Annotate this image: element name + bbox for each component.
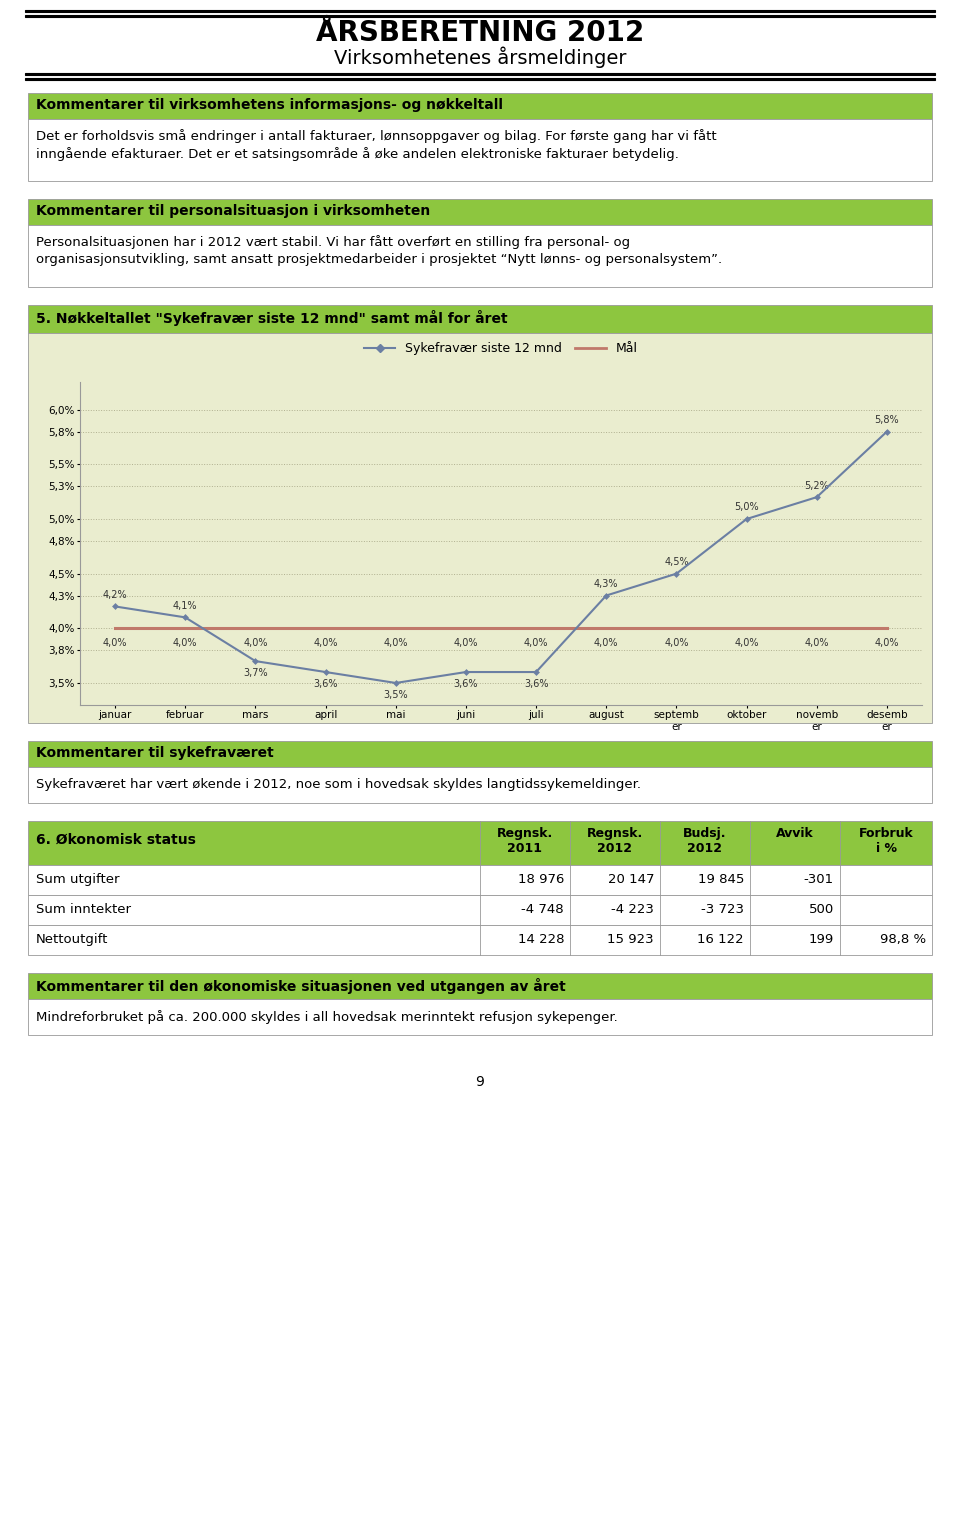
Bar [28, 198, 932, 226]
Bar [25, 77, 935, 80]
Text: 4,1%: 4,1% [173, 601, 198, 611]
Text: 5,8%: 5,8% [875, 415, 900, 426]
Text: 3,6%: 3,6% [313, 679, 338, 689]
Text: Kommentarer til personalsituasjon i virksomheten: Kommentarer til personalsituasjon i virk… [36, 205, 430, 218]
Text: Sykefraværet har vært økende i 2012, noe som i hovedsak skyldes langtidssykemeld: Sykefraværet har vært økende i 2012, noe… [36, 779, 641, 791]
Text: inngående efakturaer. Det er et satsingsområde å øke andelen elektroniske faktur: inngående efakturaer. Det er et satsings… [36, 147, 679, 161]
Text: Sum utgifter: Sum utgifter [36, 873, 119, 886]
Text: Det er forholdsvis små endringer i antall fakturaer, lønnsoppgaver og bilag. For: Det er forholdsvis små endringer i antal… [36, 129, 716, 142]
Text: 5. Nøkkeltallet "Sykefravær siste 12 mnd" samt mål for året: 5. Nøkkeltallet "Sykefravær siste 12 mnd… [36, 311, 508, 326]
Text: Budsj.
2012: Budsj. 2012 [684, 827, 727, 854]
Text: 4,0%: 4,0% [173, 638, 198, 648]
Bar [28, 741, 932, 767]
Bar [28, 92, 932, 120]
Text: -4 223: -4 223 [612, 903, 654, 917]
Text: Kommentarer til den økonomiske situasjonen ved utgangen av året: Kommentarer til den økonomiske situasjon… [36, 979, 565, 994]
Legend: Sykefravær siste 12 mnd, Mål: Sykefravær siste 12 mnd, Mål [359, 336, 643, 361]
Bar [28, 998, 932, 1035]
Text: 5,0%: 5,0% [734, 503, 759, 512]
Bar [25, 11, 935, 12]
Bar [28, 333, 932, 723]
Text: Mindreforbruket på ca. 200.000 skyldes i all hovedsak merinntekt refusjon sykepe: Mindreforbruket på ca. 200.000 skyldes i… [36, 1011, 617, 1024]
Text: -301: -301 [804, 873, 834, 886]
Text: 6. Økonomisk status: 6. Økonomisk status [36, 833, 196, 847]
Text: 4,0%: 4,0% [243, 638, 268, 648]
Text: 199: 199 [808, 933, 834, 945]
Text: 20 147: 20 147 [608, 873, 654, 886]
Text: Personalsituasjonen har i 2012 vært stabil. Vi har fått overført en stilling fra: Personalsituasjonen har i 2012 vært stab… [36, 235, 630, 248]
Text: 4,0%: 4,0% [524, 638, 548, 648]
Text: Virksomhetenes årsmeldinger: Virksomhetenes årsmeldinger [334, 47, 626, 68]
Bar [28, 305, 932, 333]
Text: Sum inntekter: Sum inntekter [36, 903, 131, 917]
Text: 3,5%: 3,5% [383, 689, 408, 700]
Text: 4,0%: 4,0% [454, 638, 478, 648]
Text: 5,2%: 5,2% [804, 480, 829, 491]
Bar [28, 973, 932, 998]
Text: 4,2%: 4,2% [103, 589, 128, 600]
Text: 14 228: 14 228 [517, 933, 564, 945]
Bar [28, 120, 932, 180]
Text: Regnsk.
2012: Regnsk. 2012 [587, 827, 643, 854]
Text: -3 723: -3 723 [701, 903, 744, 917]
Text: 4,0%: 4,0% [875, 638, 900, 648]
Text: 4,0%: 4,0% [313, 638, 338, 648]
Text: 16 122: 16 122 [697, 933, 744, 945]
Text: 9: 9 [475, 1076, 485, 1089]
Text: -4 748: -4 748 [521, 903, 564, 917]
Bar [28, 767, 932, 803]
Bar [25, 15, 935, 17]
Text: organisasjonsutvikling, samt ansatt prosjektmedarbeider i prosjektet “Nytt lønns: organisasjonsutvikling, samt ansatt pros… [36, 253, 722, 267]
Text: 15 923: 15 923 [608, 933, 654, 945]
Text: Kommentarer til sykefraværet: Kommentarer til sykefraværet [36, 745, 274, 761]
Text: 500: 500 [808, 903, 834, 917]
Text: 4,0%: 4,0% [664, 638, 688, 648]
Text: 98,8 %: 98,8 % [880, 933, 926, 945]
Text: 3,6%: 3,6% [524, 679, 548, 689]
Text: Regnsk.
2011: Regnsk. 2011 [497, 827, 553, 854]
Text: 4,0%: 4,0% [103, 638, 128, 648]
Text: 18 976: 18 976 [517, 873, 564, 886]
Text: Forbruk
i %: Forbruk i % [858, 827, 913, 854]
Bar [28, 926, 932, 954]
Text: 3,7%: 3,7% [243, 668, 268, 677]
Text: 4,5%: 4,5% [664, 558, 688, 567]
Text: 4,3%: 4,3% [594, 579, 618, 589]
Text: 4,0%: 4,0% [594, 638, 618, 648]
Text: 19 845: 19 845 [698, 873, 744, 886]
Text: 3,6%: 3,6% [454, 679, 478, 689]
Text: Kommentarer til virksomhetens informasjons- og nøkkeltall: Kommentarer til virksomhetens informasjo… [36, 98, 503, 112]
Text: ÅRSBERETNING 2012: ÅRSBERETNING 2012 [316, 20, 644, 47]
Bar [28, 226, 932, 286]
Text: 4,0%: 4,0% [804, 638, 829, 648]
Bar [28, 865, 932, 895]
Text: Avvik: Avvik [776, 827, 814, 839]
Text: 4,0%: 4,0% [734, 638, 758, 648]
Bar [25, 73, 935, 76]
Text: 4,0%: 4,0% [383, 638, 408, 648]
Bar [28, 821, 932, 865]
Text: Nettoutgift: Nettoutgift [36, 933, 108, 945]
Bar [28, 895, 932, 926]
